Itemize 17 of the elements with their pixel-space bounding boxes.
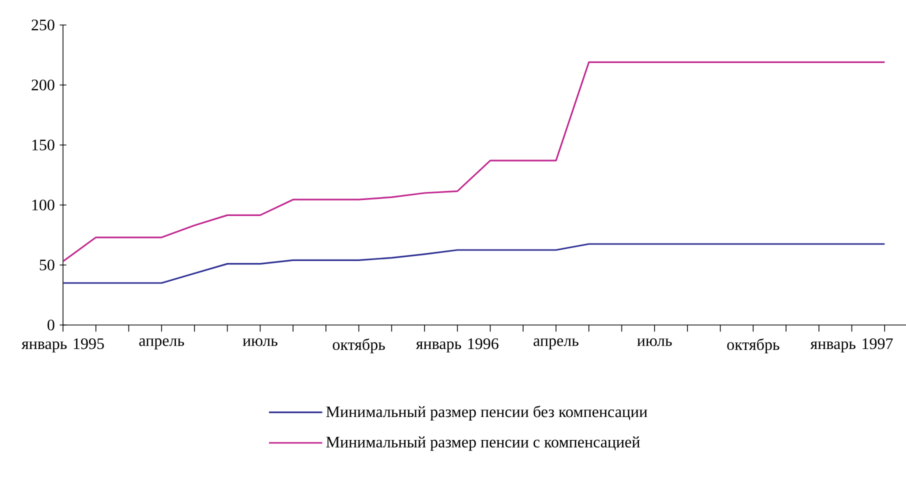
x-tick-label: октябрь [727,338,780,354]
y-tick-label: 200 [32,80,54,90]
x-tick-label: апрель [139,338,184,350]
legend-label: Минимальный размер пенсии без компенсации [326,406,648,420]
x-tick-label: июль [637,338,672,346]
y-tick-label: 0 [48,320,54,330]
y-tick-label: 100 [32,200,54,210]
x-tick-label: январь 1997 [810,338,893,352]
y-tick-label: 50 [40,260,54,270]
x-tick-label: октябрь [332,338,385,354]
x-tick-label: январь 1995 [22,338,104,352]
x-tick-label: июль [242,338,278,346]
x-tick-label: апрель [534,338,578,350]
x-tick-label: январь 1996 [416,338,498,352]
y-tick-label: 250 [32,20,54,30]
legend-label: Минимальный размер пенсии с компенсацией [326,436,640,451]
y-tick-label: 150 [32,140,54,150]
